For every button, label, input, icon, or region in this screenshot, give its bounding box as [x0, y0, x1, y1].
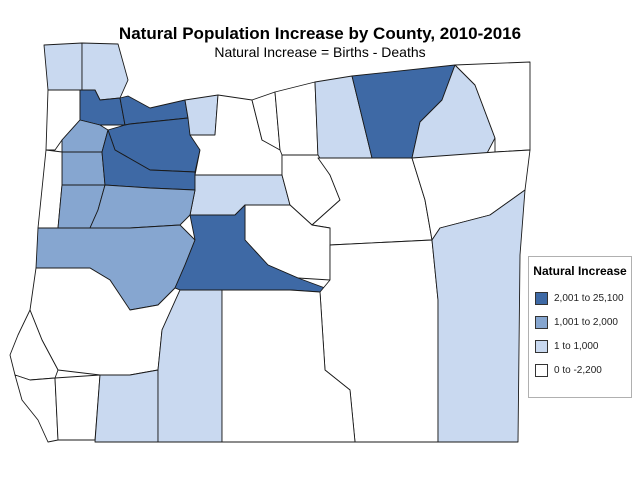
legend-label: 2,001 to 25,100 — [554, 292, 624, 304]
legend-item: 1 to 1,000 — [535, 339, 598, 353]
county-polk[interactable] — [61, 151, 106, 186]
county-jackson[interactable] — [94, 369, 159, 443]
legend-item: 2,001 to 25,100 — [535, 291, 624, 305]
map-title: Natural Population Increase by County, 2… — [118, 24, 522, 43]
legend-swatch — [535, 363, 548, 377]
county-lincoln[interactable] — [37, 149, 63, 229]
legend-title: Natural Increase — [533, 264, 627, 278]
legend-label: 0 to -2,200 — [554, 364, 602, 376]
legend-swatch — [535, 291, 548, 305]
legend-item: 1,001 to 2,000 — [535, 315, 618, 329]
county-malheur[interactable] — [431, 189, 526, 443]
county-josephine[interactable] — [54, 374, 101, 441]
map-subtitle: Natural Increase = Births - Deaths — [214, 44, 426, 60]
county-clatsop[interactable] — [43, 42, 83, 91]
legend: Natural Increase 2,001 to 25,100 1,001 t… — [528, 256, 632, 398]
county-gilliam[interactable] — [274, 81, 319, 156]
legend-label: 1,001 to 2,000 — [554, 316, 618, 328]
county-hood-river[interactable] — [184, 94, 219, 136]
legend-swatch — [535, 339, 548, 353]
county-linn[interactable] — [89, 184, 196, 229]
legend-label: 1 to 1,000 — [554, 340, 599, 352]
legend-swatch — [535, 315, 548, 329]
county-lake[interactable] — [221, 289, 356, 443]
county-curry[interactable] — [14, 374, 59, 443]
legend-item: 0 to -2,200 — [535, 363, 602, 377]
